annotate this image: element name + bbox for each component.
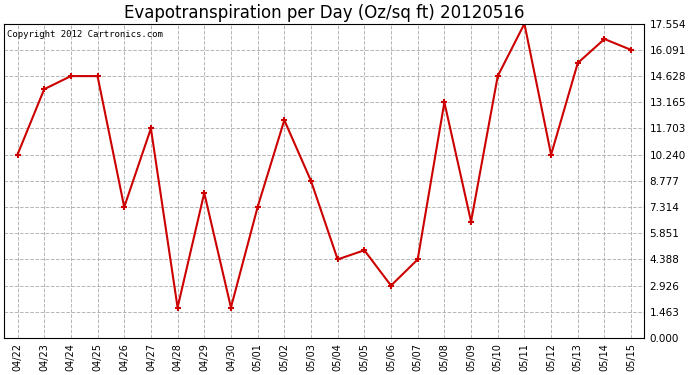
Text: Copyright 2012 Cartronics.com: Copyright 2012 Cartronics.com: [8, 30, 164, 39]
Title: Evapotranspiration per Day (Oz/sq ft) 20120516: Evapotranspiration per Day (Oz/sq ft) 20…: [124, 4, 524, 22]
